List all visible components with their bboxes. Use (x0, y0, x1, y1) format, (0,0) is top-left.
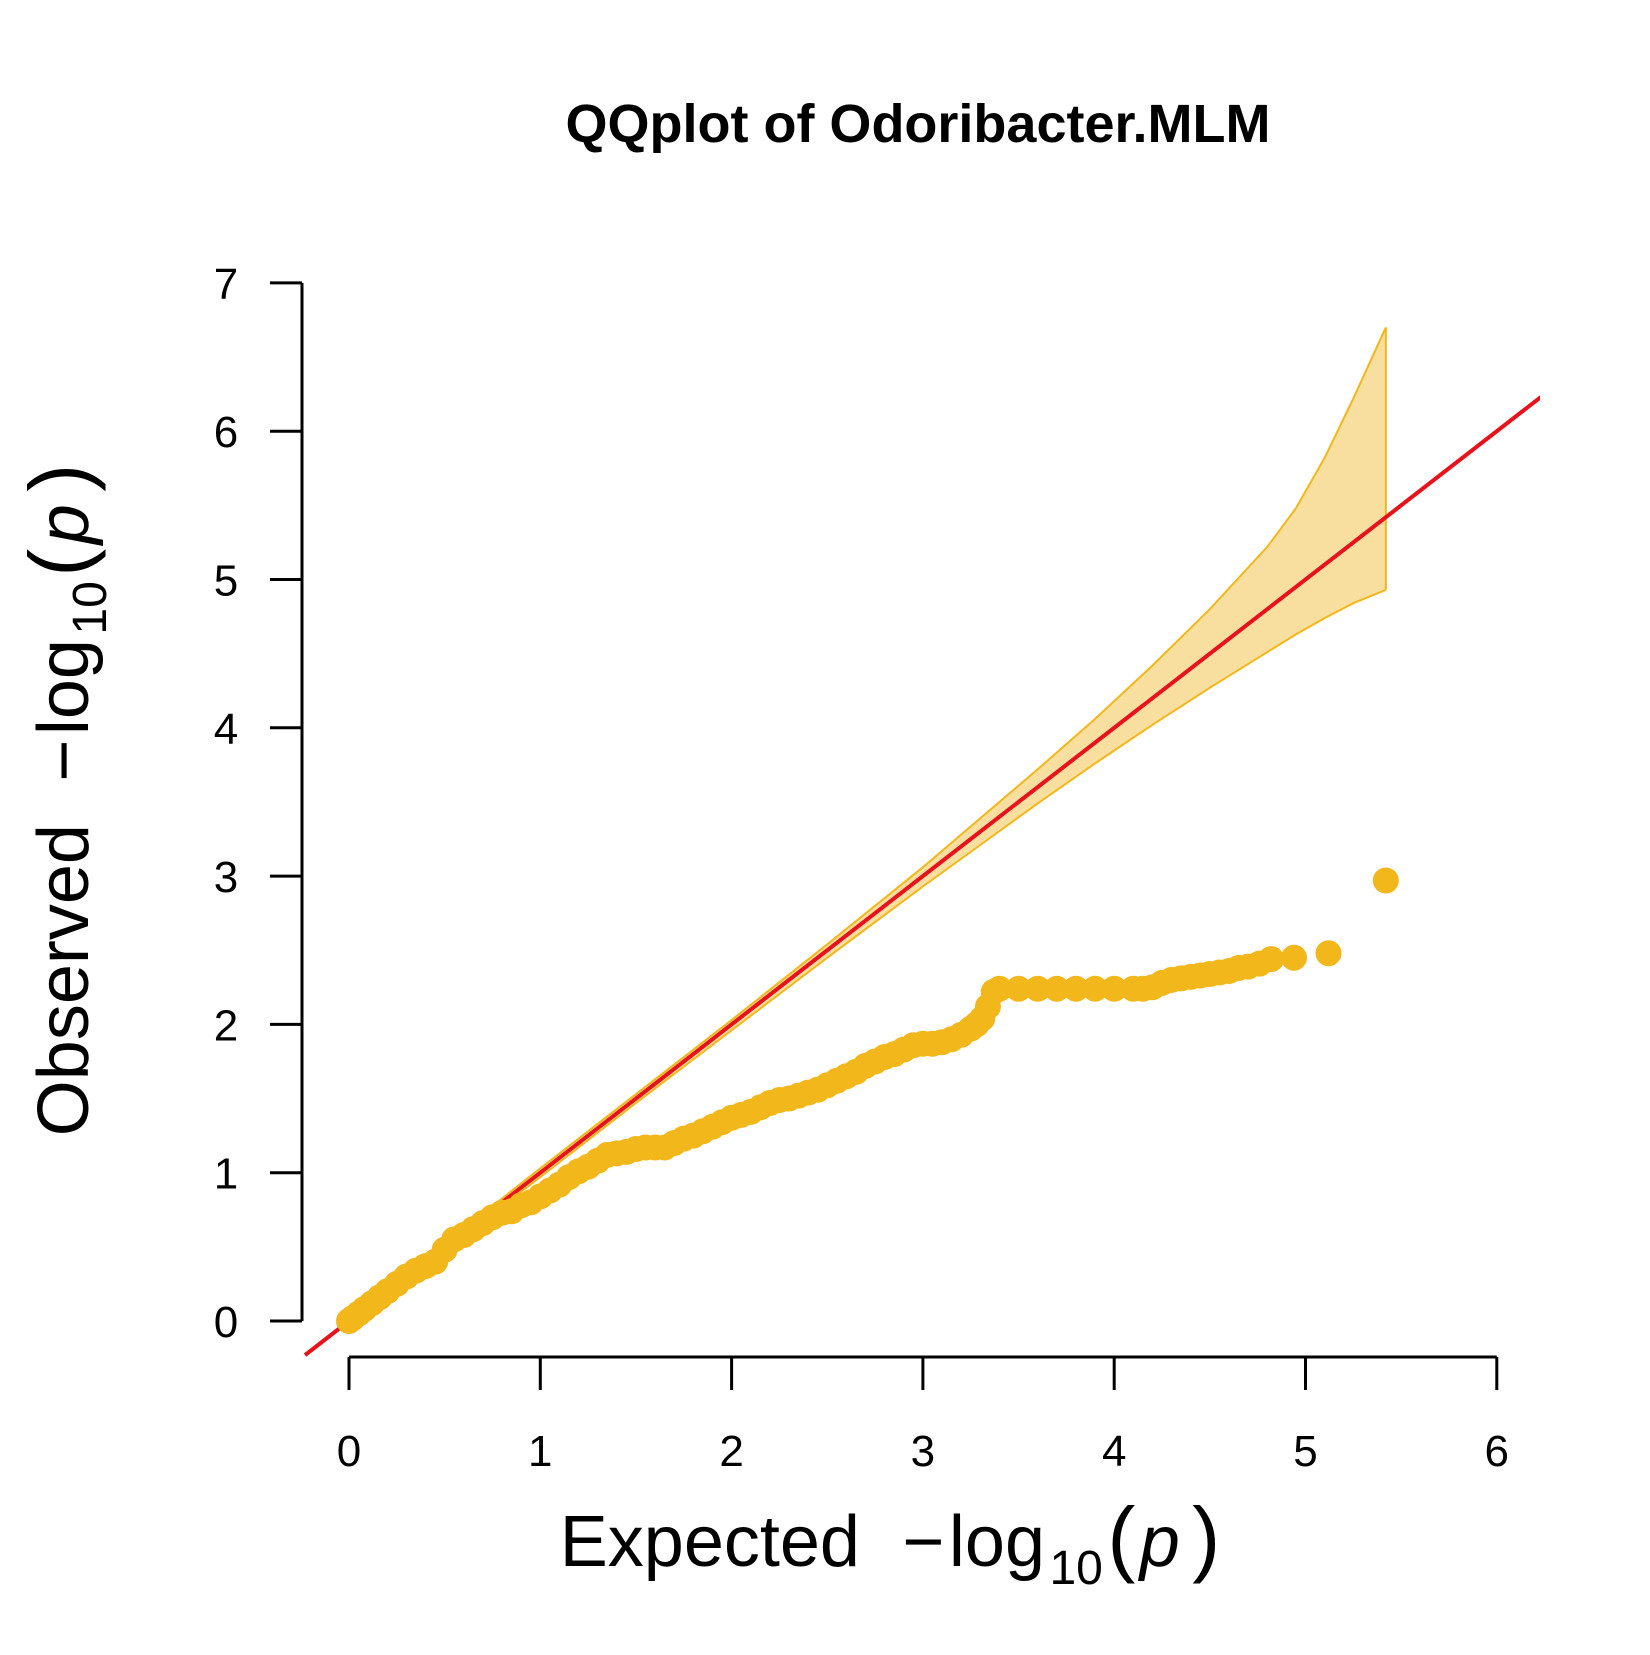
x-axis-label-close: ) (1192, 1490, 1220, 1584)
data-point (1281, 944, 1307, 971)
y-tick-label: 7 (214, 260, 238, 309)
x-tick-label: 0 (337, 1427, 361, 1476)
y-axis-label-log: log (24, 639, 104, 735)
x-tick-label: 3 (911, 1427, 935, 1476)
y-axis-label-prefix: Observed (24, 824, 104, 1136)
y-axis-label-sub: 10 (64, 581, 117, 634)
y-tick-label: 6 (214, 408, 238, 457)
data-point (1372, 867, 1399, 894)
data-point (1062, 975, 1089, 1002)
x-axis: 0 1 2 3 4 5 6 (337, 1355, 1509, 1476)
y-tick-label: 1 (214, 1150, 238, 1199)
data-point (1024, 975, 1051, 1002)
confidence-band-layer (348, 326, 1387, 1322)
x-axis-label-log: log (949, 1502, 1045, 1582)
data-point (1315, 940, 1342, 967)
x-axis-label: Expected − log 10 ( p ) (560, 1490, 1220, 1595)
reference-line (303, 395, 1540, 1357)
x-axis-label-minus: − (902, 1502, 944, 1582)
data-points-layer (336, 867, 1399, 1334)
y-tick-label: 4 (214, 705, 238, 754)
y-axis-label-minus: − (24, 740, 104, 782)
y-axis-label-close: ) (12, 464, 106, 492)
y-axis-label-var: p (24, 504, 104, 546)
y-axis-label: Observed − log 10 ( p ) (12, 464, 117, 1136)
data-point (1043, 975, 1070, 1002)
x-axis-label-open: ( (1107, 1490, 1135, 1584)
x-tick-label: 5 (1293, 1427, 1317, 1476)
x-axis-label-prefix: Expected (560, 1502, 860, 1582)
x-axis-label-sub: 10 (1049, 1542, 1102, 1595)
x-tick-label: 6 (1485, 1427, 1509, 1476)
data-point (1005, 975, 1032, 1002)
confidence-band (349, 327, 1386, 1321)
x-axis-label-var: p (1138, 1502, 1180, 1582)
data-point (1258, 946, 1285, 973)
data-point (986, 975, 1013, 1002)
chart-title: QQplot of Odoribacter.MLM (566, 94, 1271, 154)
x-tick-label: 2 (719, 1427, 743, 1476)
y-tick-label: 3 (214, 853, 238, 902)
data-point (1082, 975, 1109, 1002)
y-axis: 0 1 2 3 4 5 6 7 (214, 260, 304, 1347)
y-tick-label: 0 (214, 1298, 238, 1347)
data-point (1101, 975, 1128, 1002)
confidence-band-upper (348, 326, 1387, 1319)
x-tick-label: 4 (1102, 1427, 1126, 1476)
y-tick-label: 2 (214, 1001, 238, 1050)
y-axis-label-open: ( (12, 549, 106, 577)
confidence-band-lower (348, 588, 1387, 1322)
reference-line-layer (303, 395, 1540, 1357)
x-tick-label: 1 (528, 1427, 552, 1476)
y-tick-label: 5 (214, 557, 238, 606)
